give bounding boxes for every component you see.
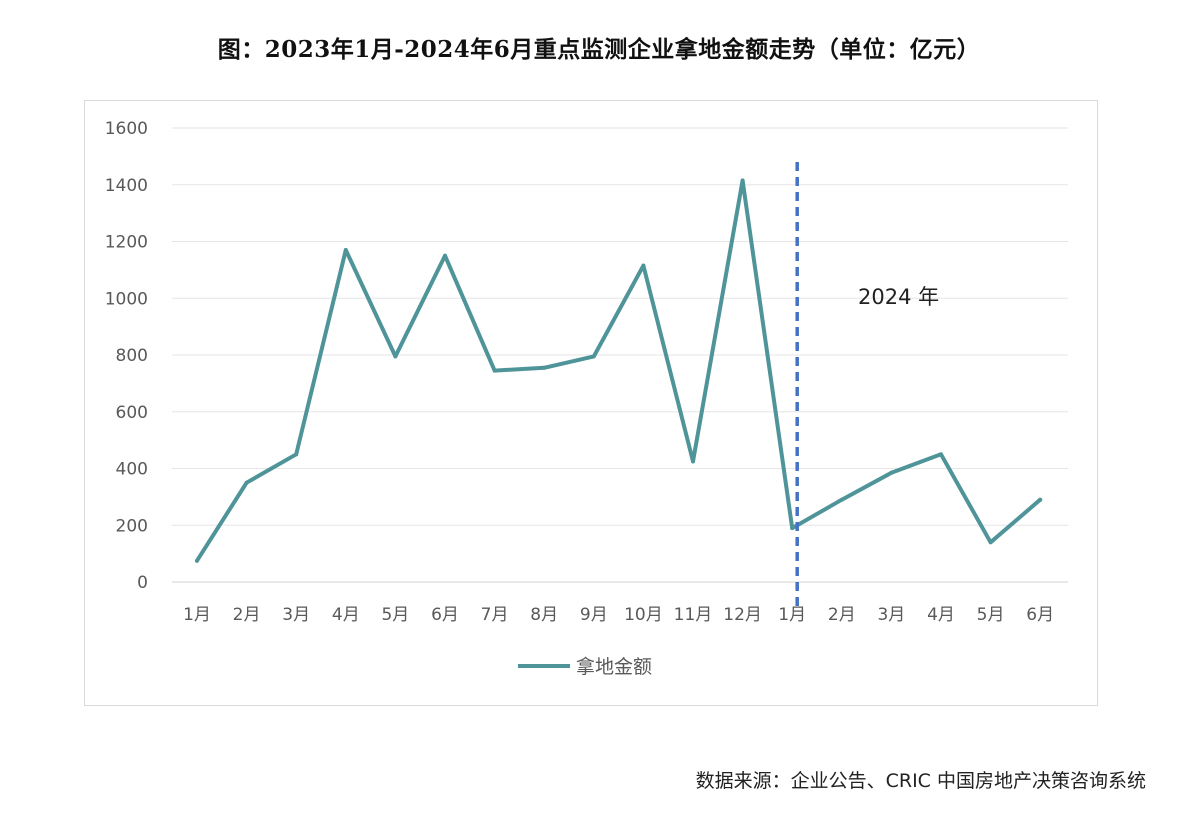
x-tick-label: 4月 — [927, 605, 955, 625]
chart-area — [84, 100, 1098, 706]
y-tick-label: 0 — [137, 573, 148, 593]
data-point — [790, 526, 795, 531]
data-point — [641, 263, 646, 268]
y-tick-label: 200 — [116, 516, 148, 536]
data-point — [244, 480, 249, 485]
data-point — [542, 365, 547, 370]
x-tick-label: 9月 — [580, 605, 608, 625]
year-annotation: 2024 年 — [858, 285, 939, 309]
series-line — [195, 178, 1043, 563]
y-tick-label: 1000 — [105, 289, 148, 309]
data-point — [294, 452, 299, 457]
data-point — [443, 253, 447, 258]
data-point — [939, 452, 943, 457]
data-point — [343, 248, 348, 253]
x-tick-label: 8月 — [530, 605, 558, 625]
x-tick-label: 5月 — [977, 605, 1005, 625]
x-tick-label: 1月 — [778, 605, 806, 625]
y-tick-label: 1400 — [105, 176, 148, 196]
x-tick-label: 6月 — [1026, 605, 1054, 625]
x-tick-label: 2月 — [233, 605, 261, 625]
x-tick-label: 10月 — [624, 605, 663, 625]
x-tick-label: 11月 — [674, 605, 713, 625]
data-point — [839, 497, 844, 502]
x-tick-label: 6月 — [431, 605, 459, 625]
data-point — [591, 354, 596, 359]
data-point — [889, 470, 894, 475]
data-point — [1038, 497, 1043, 502]
y-tick-label: 800 — [116, 346, 148, 366]
x-tick-label: 4月 — [332, 605, 360, 625]
x-tick-label: 3月 — [877, 605, 905, 625]
y-tick-label: 400 — [116, 460, 148, 480]
x-tick-label: 2月 — [828, 605, 856, 625]
chart-title: 图：2023年1月-2024年6月重点监测企业拿地金额走势（单位：亿元） — [217, 36, 981, 63]
data-point — [740, 178, 745, 183]
x-tick-label: 5月 — [381, 605, 409, 625]
legend-label: 拿地金额 — [576, 655, 652, 678]
y-tick-label: 1200 — [105, 233, 148, 253]
y-tick-label: 1600 — [105, 119, 148, 139]
x-tick-label: 1月 — [183, 605, 211, 625]
data-point — [691, 459, 695, 464]
data-point — [492, 368, 497, 373]
data-point — [195, 558, 199, 563]
x-tick-label: 12月 — [723, 605, 762, 625]
x-tick-label: 7月 — [481, 605, 509, 625]
data-point — [988, 540, 993, 545]
y-tick-label: 600 — [116, 403, 148, 423]
source-note: 数据来源：企业公告、CRIC 中国房地产决策咨询系统 — [695, 770, 1146, 792]
data-point — [393, 354, 398, 359]
x-tick-label: 3月 — [282, 605, 310, 625]
